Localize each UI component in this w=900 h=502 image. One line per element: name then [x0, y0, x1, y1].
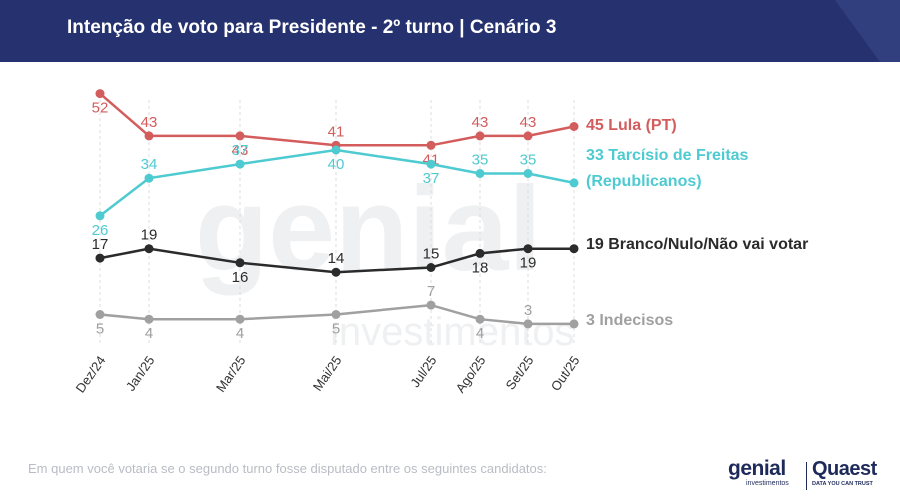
x-tick-label: Jan/25 — [123, 353, 158, 394]
header-banner: Intenção de voto para Presidente - 2º tu… — [0, 0, 900, 62]
data-label: 52 — [92, 100, 109, 117]
data-label: 3 — [524, 302, 532, 319]
data-label: 17 — [92, 236, 109, 253]
chart-grid — [99, 100, 575, 345]
data-point — [523, 131, 533, 141]
data-point — [426, 140, 436, 150]
data-label: 41 — [328, 123, 345, 140]
data-label: 4 — [145, 325, 153, 342]
data-label: 35 — [472, 152, 489, 169]
series-line — [99, 92, 575, 147]
data-label: 37 — [232, 142, 249, 159]
logo-divider — [806, 462, 807, 490]
genial-logo-sub: investimentos — [746, 480, 789, 487]
data-point — [475, 169, 485, 178]
data-label: 7 — [427, 283, 435, 300]
series-end-label: 3 Indecisos — [586, 312, 673, 329]
series-line — [99, 247, 574, 274]
data-point — [235, 258, 245, 268]
data-point — [144, 173, 154, 183]
data-point — [523, 244, 533, 254]
x-tick-label: Out/25 — [548, 353, 583, 394]
data-point — [235, 131, 245, 141]
data-label: 26 — [92, 222, 109, 239]
data-label: 43 — [232, 142, 249, 159]
data-point — [95, 211, 105, 221]
data-label: 35 — [520, 152, 537, 169]
data-point — [475, 248, 485, 258]
data-point — [426, 159, 436, 169]
data-label: 40 — [328, 156, 345, 173]
data-point — [523, 319, 533, 329]
footer-question: Em quem você votaria se o segundo turno … — [28, 461, 547, 476]
data-label: 43 — [141, 114, 158, 131]
watermark-word: genial — [195, 162, 542, 296]
x-tick-label: Mai/25 — [310, 353, 345, 394]
chart-series: 52 43 43 41 4 14 3 43 45 Lula (PT) 26 34 37 40 37 35 35… — [92, 89, 809, 342]
quaest-logo: Quaest DATA YOU CAN TRUST — [812, 458, 886, 492]
x-tick-label: Ago/25 — [453, 353, 489, 395]
data-point — [144, 314, 154, 324]
quaest-logo-sub: DATA YOU CAN TRUST — [812, 481, 873, 487]
data-point — [331, 267, 341, 277]
data-point — [569, 178, 579, 188]
data-point — [569, 244, 579, 254]
data-label: 34 — [141, 156, 158, 173]
data-point — [523, 169, 533, 178]
data-label: 5 — [332, 321, 340, 338]
data-label: 43 — [520, 114, 537, 131]
watermark-sub: investimentos — [330, 310, 575, 354]
data-point — [235, 159, 245, 169]
data-label: 19 — [520, 255, 537, 272]
series-group: 26 34 37 40 37 35 35 33 Tarcísio de Freitas (Rep… — [92, 142, 749, 239]
data-label: 18 — [472, 259, 489, 276]
data-point — [95, 253, 105, 263]
quaest-logo-word: Quaest — [812, 458, 877, 480]
data-label: 16 — [232, 269, 249, 286]
data-point — [331, 310, 341, 319]
header-background — [0, 0, 900, 62]
data-point — [475, 314, 485, 324]
x-tick-label: Dez/24 — [73, 353, 109, 395]
series-line — [99, 303, 574, 326]
genial-logo: genial investimentos — [728, 458, 804, 492]
series-end-label: (Republicanos) — [586, 173, 702, 190]
data-label: 5 — [96, 321, 104, 338]
data-point — [426, 300, 436, 310]
data-point — [426, 263, 436, 272]
data-label: 37 — [423, 170, 440, 187]
data-point — [144, 131, 154, 141]
series-end-label: 33 Tarcísio de Freitas — [586, 147, 749, 164]
data-point — [569, 319, 579, 329]
data-point — [569, 122, 579, 131]
x-tick-label: Jul/25 — [407, 353, 439, 390]
data-label: 19 — [141, 227, 158, 244]
x-axis: Dez/24 Jan/25 Mar/25 Mai/25 Jul/25 Ago/25 Set/… — [73, 353, 583, 395]
series-group: 5 4 4 5 7 4 3 3 Indecisos — [95, 283, 673, 342]
series-end-label: 19 Branco/Nulo/Não vai votar — [586, 236, 808, 253]
data-point — [475, 131, 485, 141]
x-tick-label: Mar/25 — [213, 353, 248, 395]
data-point — [95, 310, 105, 319]
page-title: Intenção de voto para Presidente - 2º tu… — [67, 17, 557, 38]
data-point — [144, 244, 154, 254]
data-label: 43 — [472, 114, 489, 131]
x-tick-label: Set/25 — [503, 353, 537, 392]
data-label: 14 — [328, 250, 345, 267]
data-point — [331, 145, 341, 155]
series-end-label: 45 Lula (PT) — [586, 117, 677, 134]
data-point — [95, 89, 105, 99]
genial-logo-word: genial — [728, 457, 786, 480]
data-label: 4 — [236, 325, 244, 342]
data-point — [235, 314, 245, 324]
series-group: 17 19 16 14 15 18 19 19 Branco/Nulo/Não vai vot… — [92, 227, 809, 286]
series-line — [99, 148, 575, 217]
data-label: 15 — [423, 246, 440, 263]
watermark: genial investimentos — [195, 162, 575, 354]
data-label: 4 — [476, 325, 484, 342]
